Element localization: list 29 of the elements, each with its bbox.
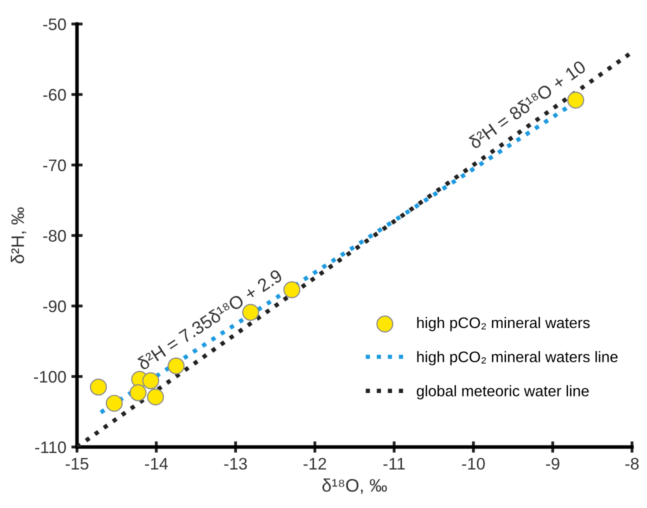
legend-label: high pCO₂ mineral waters line [417, 351, 618, 366]
x-tick-label: -12 [304, 458, 326, 470]
x-tick-label: -14 [144, 458, 168, 470]
point [90, 378, 107, 396]
y-tick-label: -70 [43, 159, 66, 172]
point [106, 394, 123, 412]
x-tick-label: -15 [66, 458, 88, 470]
x-tick-label: -9 [546, 458, 560, 470]
point [130, 384, 147, 402]
y-axis-title: δ²H, ‰ [10, 207, 26, 264]
point [168, 357, 185, 374]
point [242, 304, 260, 321]
legend-label: global meteoric water line [416, 385, 589, 400]
y-tick-label: -60 [43, 88, 66, 101]
x-tick-label: -13 [224, 458, 247, 470]
point [147, 388, 164, 406]
x-tick-label: -8 [625, 458, 639, 470]
legend-label: high pCO₂ mineral waters [417, 316, 590, 332]
y-tick-label: -80 [43, 230, 66, 242]
point [567, 92, 584, 109]
y-tick-label: -90 [43, 300, 66, 312]
y-tick-label: -110 [35, 441, 66, 454]
x-tick-label: -10 [462, 458, 485, 470]
point [283, 281, 300, 298]
y-tick-label: -50 [43, 18, 66, 30]
y-tick-label: -100 [34, 370, 66, 383]
x-tick-label: -11 [383, 458, 405, 470]
x-axis-title: δ¹⁸O, ‰ [322, 478, 387, 494]
point [142, 372, 160, 390]
